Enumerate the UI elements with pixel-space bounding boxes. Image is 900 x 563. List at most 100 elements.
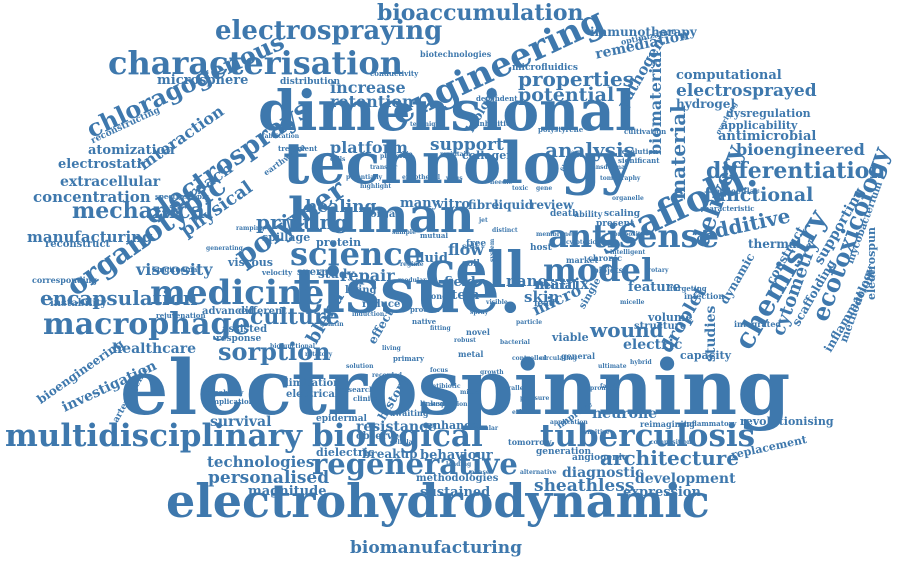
word-living: living	[345, 285, 377, 296]
word-neurone: neurone	[592, 406, 658, 422]
word-repair: repair	[340, 266, 395, 285]
word-multidisciplinary: multidisciplinary	[5, 418, 302, 454]
word-reduce: reduce	[362, 299, 401, 310]
word-highlight: highlight	[360, 183, 392, 190]
word-stem: stem	[444, 288, 480, 303]
word-development: development	[635, 471, 736, 487]
word-dependent: dependent	[476, 94, 518, 103]
word-infection: infection	[684, 291, 725, 301]
word-primary: primary	[393, 354, 424, 363]
word-micelle: micelle	[620, 299, 645, 306]
word-cultivation: cultivation	[624, 127, 667, 136]
word-composite: composite	[610, 231, 645, 238]
word-atomization: atomization	[88, 143, 175, 158]
word-architecture: architecture	[600, 446, 739, 470]
word-limitation: limitation	[285, 378, 341, 389]
word-fluid: fluid	[415, 251, 448, 266]
word-gene: gene	[536, 185, 553, 192]
word-mutual: mutual	[420, 231, 449, 240]
word-response: response	[216, 334, 262, 344]
word-tomography: tomography	[600, 175, 641, 182]
word-clinical: clinical	[353, 394, 382, 403]
word-electrospraying: electrospraying	[215, 16, 443, 46]
word-velocity: velocity	[262, 268, 293, 277]
word-applicability: applicability	[721, 119, 798, 132]
word-molecular: molecular	[714, 186, 760, 196]
word-implication: implication	[209, 397, 254, 406]
word-reconstruct: reconstruct	[45, 239, 111, 250]
word-phase: phase	[470, 469, 490, 476]
word-alternative: alternative	[520, 469, 557, 476]
word-spray: spray	[470, 309, 489, 316]
word-matrix: matrix	[534, 275, 590, 293]
word-awaiting: awaiting	[390, 408, 429, 418]
word-present: present	[596, 219, 635, 229]
word-polystyrene: polystyrene	[538, 125, 584, 134]
word-culture: culture	[250, 304, 340, 330]
word-process: process	[410, 305, 440, 314]
word-enhance: enhance	[426, 419, 478, 432]
word-sperm: sperm	[297, 267, 332, 278]
word-distinct: distinct	[492, 227, 518, 234]
word-biomanufacturing: biomanufacturing	[350, 538, 522, 558]
word-living2: living	[382, 345, 401, 352]
word-structure: structure	[634, 321, 687, 332]
word-antisense: antisense	[548, 217, 719, 255]
word-conductivity: conductivity	[370, 69, 419, 78]
word-feature: feature	[628, 280, 681, 295]
word-concentration: concentration	[33, 188, 151, 206]
word-sustained: sustained	[420, 485, 491, 500]
word-macrophage: macrophage	[43, 307, 251, 342]
word-sensitive: sensitive	[580, 429, 610, 436]
word-resistance: resistance	[356, 419, 437, 435]
word-material: material	[666, 105, 690, 200]
word-jet: jet	[479, 217, 488, 224]
word-cellular: cellular	[390, 439, 416, 446]
word-platform2: platforms	[380, 153, 413, 160]
word-dysregulation: dysregulation	[726, 107, 811, 120]
word-viscous: viscous	[228, 256, 273, 269]
word-increase: increase	[330, 78, 406, 97]
word-technology: technology	[283, 130, 634, 197]
word-medicine: medicine	[150, 273, 325, 313]
word-ramping: ramping	[236, 225, 265, 232]
word-reimagining: reimagining	[640, 419, 695, 429]
word-tomorrow: tomorrow	[508, 437, 552, 447]
word-chronic: chronic	[588, 253, 622, 263]
word-antimicrobial: antimicrobial	[718, 129, 817, 144]
word-controlled: controlled	[512, 355, 547, 362]
word-fabrication: fabrication	[262, 133, 300, 140]
word-induction: induction	[352, 311, 385, 318]
word-differentiation: differentiation	[706, 158, 886, 184]
word-review: review	[530, 198, 574, 212]
word-composition: composition	[650, 439, 692, 446]
word-transdermal: transdermal	[586, 164, 628, 171]
word-gelatin: gelatin	[320, 321, 344, 328]
word-spectroscopic: spectroscopic	[155, 192, 209, 201]
word-technologies: technologies	[207, 453, 315, 471]
word-platform: platform	[330, 138, 408, 157]
word-encapsulation: encapsulation	[40, 286, 198, 310]
word-sheathless: sheathless	[534, 476, 635, 496]
word-parallel: parallel	[500, 385, 526, 392]
word-neural: neural	[536, 279, 577, 292]
word-regime: regime	[400, 261, 424, 268]
word-regenerative: regenerative	[312, 447, 518, 481]
word-microsphere: microsphere	[157, 73, 249, 88]
word-rotatory: rotatory	[305, 351, 333, 358]
word-cytotoxic: cytotoxic	[566, 239, 597, 246]
word-application: application	[550, 419, 588, 426]
word-dielectric: dielectric	[316, 446, 375, 459]
word-soil: soil	[462, 259, 480, 269]
word-immunotherapy: immunotherapy	[590, 25, 697, 39]
word-computational: computational	[676, 68, 782, 83]
word-robust: robust	[454, 337, 476, 344]
word-bacterial: bacterial	[500, 339, 530, 346]
word-membrane: membrane	[536, 231, 572, 238]
word-tuberculosis: tuberculosis	[540, 418, 756, 454]
word-integrated: integrated	[734, 319, 782, 329]
word-bio: bio	[402, 151, 413, 158]
word-functional: functional	[704, 184, 814, 206]
word-studies: studies	[703, 305, 719, 362]
word-spillage: spillage	[262, 231, 311, 244]
